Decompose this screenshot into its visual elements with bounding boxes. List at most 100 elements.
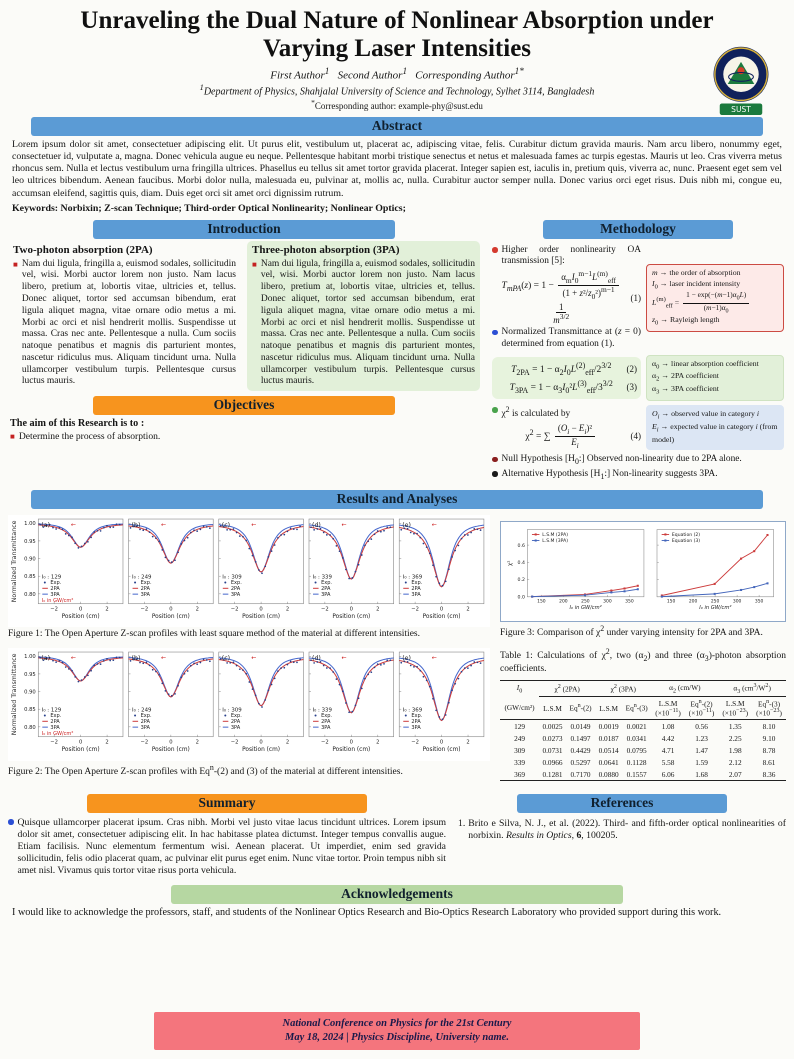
equation-1-number: (1): [630, 292, 642, 303]
definitions-box-coefficients: α0 → linear absorption coefficient α2 → …: [646, 354, 784, 401]
svg-text:0.2: 0.2: [518, 577, 525, 583]
svg-text:−2: −2: [411, 606, 419, 612]
svg-text:Exp.: Exp.: [50, 580, 61, 586]
svg-text:2: 2: [105, 606, 108, 612]
svg-text:χ²: χ²: [506, 560, 513, 565]
svg-text:Exp.: Exp.: [50, 713, 61, 719]
svg-text:L.S.M (2PA): L.S.M (2PA): [542, 532, 568, 538]
svg-text:←: ←: [251, 521, 256, 528]
svg-text:←: ←: [161, 655, 166, 662]
poster-title: Unraveling the Dual Nature of Nonlinear …: [80, 7, 714, 62]
svg-text:3PA: 3PA: [321, 725, 331, 731]
svg-text:2: 2: [466, 739, 469, 745]
svg-text:I₀ : 339: I₀ : 339: [313, 708, 333, 714]
two-photon-text: Nam dui ligula, fringilla a, euismod sod…: [21, 258, 236, 387]
svg-text:←: ←: [341, 521, 346, 528]
two-photon-column: Two-photon absorption (2PA) Nam dui ligu…: [8, 241, 241, 391]
svg-text:0: 0: [440, 606, 443, 612]
svg-text:0: 0: [169, 606, 172, 612]
equation-2-number: (2): [626, 363, 638, 374]
svg-text:(d): (d): [312, 655, 321, 662]
svg-text:3PA: 3PA: [50, 725, 60, 731]
svg-text:Exp.: Exp.: [231, 713, 242, 719]
conference-footer: National Conference on Physics for the 2…: [153, 1011, 641, 1050]
university-logo-icon: SUST: [710, 45, 772, 128]
svg-text:←: ←: [432, 655, 437, 662]
summary-header: Summary: [86, 793, 368, 813]
svg-text:3PA: 3PA: [141, 725, 151, 731]
svg-text:2: 2: [196, 739, 199, 745]
svg-text:0: 0: [169, 739, 172, 745]
three-photon-column: Three-photon absorption (3PA) Nam dui li…: [247, 240, 480, 392]
svg-text:(b): (b): [132, 655, 141, 662]
methodology-bullet-4: Null Hypothesis [H0:] Observed non-linea…: [501, 454, 742, 467]
svg-text:Equation (3): Equation (3): [672, 538, 700, 544]
svg-text:−2: −2: [231, 739, 239, 745]
figure3-chi-square-plot: χ² 0.0 0.2 0.4 0.6 150 200 250 300 350 I₀ in GW/cm…: [503, 523, 783, 619]
svg-text:0: 0: [350, 606, 353, 612]
svg-text:I₀ : 309: I₀ : 309: [222, 708, 242, 714]
svg-text:I₀ : 309: I₀ : 309: [222, 574, 242, 580]
svg-text:350: 350: [625, 598, 634, 604]
svg-text:3PA: 3PA: [141, 591, 151, 597]
three-photon-text: Nam dui ligula, fringilla a, euismod sod…: [260, 258, 475, 387]
methodology-section: Methodology Higher order nonlinearity OA…: [490, 219, 786, 484]
methodology-header: Methodology: [543, 219, 733, 239]
svg-text:Exp.: Exp.: [321, 713, 332, 719]
svg-text:2PA: 2PA: [411, 585, 421, 591]
svg-text:I₀ : 249: I₀ : 249: [132, 708, 152, 714]
svg-text:3PA: 3PA: [231, 725, 241, 731]
svg-text:350: 350: [755, 598, 764, 604]
logo-label: SUST: [731, 105, 751, 114]
acknowledgements-text: I would like to acknowledge the professo…: [12, 907, 722, 919]
svg-text:2: 2: [376, 606, 379, 612]
svg-text:Exp.: Exp.: [411, 713, 422, 719]
svg-text:2PA: 2PA: [321, 719, 331, 725]
methodology-bullet-5: Alternative Hypothesis [H1:] Non-lineari…: [501, 468, 718, 481]
svg-text:2: 2: [105, 739, 108, 745]
svg-text:Normalized Transmittance: Normalized Transmittance: [11, 520, 18, 602]
svg-text:Exp.: Exp.: [321, 580, 332, 586]
svg-text:0.95: 0.95: [24, 538, 36, 544]
svg-text:0.85: 0.85: [24, 707, 36, 713]
svg-text:2PA: 2PA: [50, 719, 60, 725]
affiliation-line: 1Department of Physics, Shahjalal Univer…: [199, 82, 595, 97]
svg-text:−2: −2: [321, 606, 329, 612]
conference-name: National Conference on Physics for the 2…: [282, 1017, 512, 1029]
definitions-box-transmission: m → the order of absorption I0 → laser i…: [646, 263, 784, 332]
svg-text:Equation (2): Equation (2): [672, 532, 700, 538]
svg-text:(e): (e): [402, 522, 411, 529]
equation-3: T3PA = 1 − α3I0²L(3)eff/33/2: [509, 378, 613, 395]
svg-text:0.80: 0.80: [24, 725, 36, 731]
bullet-icon: [492, 456, 498, 463]
svg-text:(c): (c): [222, 522, 230, 529]
equation-4-number: (4): [630, 431, 642, 442]
svg-text:0.6: 0.6: [518, 542, 525, 548]
bullet-icon: [492, 471, 498, 477]
svg-text:250: 250: [581, 598, 590, 604]
figure1-caption: Figure 1: The Open Aperture Z-scan profi…: [8, 629, 420, 640]
svg-text:−2: −2: [321, 739, 329, 745]
svg-text:2PA: 2PA: [411, 719, 421, 725]
svg-text:−2: −2: [141, 739, 149, 745]
svg-text:−2: −2: [50, 606, 58, 612]
svg-text:Normalized Transmittance: Normalized Transmittance: [11, 653, 18, 735]
svg-text:(a): (a): [41, 522, 50, 529]
svg-text:3PA: 3PA: [411, 591, 421, 597]
svg-text:2: 2: [286, 739, 289, 745]
conference-date: May 18, 2024 | Physics Discipline, Unive…: [285, 1031, 509, 1043]
svg-text:2PA: 2PA: [231, 585, 241, 591]
svg-text:3PA: 3PA: [231, 591, 241, 597]
authors-line: First Author1 Second Author1 Correspondi…: [270, 66, 524, 82]
svg-text:2PA: 2PA: [141, 719, 151, 725]
svg-text:(d): (d): [312, 522, 321, 529]
svg-text:2: 2: [286, 606, 289, 612]
svg-text:300: 300: [603, 598, 612, 604]
svg-text:−2: −2: [231, 606, 239, 612]
svg-text:2PA: 2PA: [321, 585, 331, 591]
svg-text:Position (cm): Position (cm): [423, 613, 461, 619]
objectives-section: Objectives The aim of this Research is t…: [8, 396, 480, 443]
svg-text:(b): (b): [132, 522, 141, 529]
figure1-zscan-plot: Normalized Transmittance 1.00 0.95 0.90 0.85…: [8, 514, 490, 628]
